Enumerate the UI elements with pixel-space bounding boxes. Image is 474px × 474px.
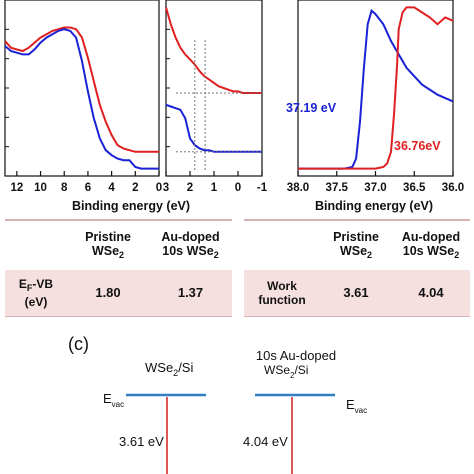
x-tick-label: 37.5	[326, 182, 349, 194]
evac-label-left: Evac	[103, 391, 124, 409]
table-right-value-doped: 4.04	[392, 270, 470, 316]
x-tick-label: 0	[235, 182, 241, 194]
right-sample-title: WSe2/Si	[264, 363, 308, 380]
x-tick-label: 6	[85, 182, 91, 194]
work-function-left-value: 3.61 eV	[119, 434, 164, 449]
x-axis-label-right: Binding energy (eV)	[315, 199, 433, 213]
x-tick-label: 10	[34, 182, 47, 194]
x-tick-label: 12	[10, 182, 23, 194]
x-tick-label: 2	[132, 182, 138, 194]
x-tick-label: 0	[156, 182, 162, 194]
x-tick-label: 1	[211, 182, 218, 194]
annotation-0: 37.19 eV	[286, 101, 337, 115]
x-tick-label: 4	[108, 182, 115, 194]
x-tick-label: 37.0	[364, 182, 386, 194]
series-line-1	[4, 28, 159, 170]
right-sample-title-top: 10s Au-doped	[256, 348, 336, 363]
x-tick-label: 2	[187, 182, 193, 194]
table-right-row-label: Work function	[244, 270, 320, 316]
table-left-col-pristine: Pristine WSe2	[85, 230, 131, 260]
table-right-corner	[244, 222, 320, 270]
table-right-col-pristine: Pristine WSe2	[333, 230, 379, 260]
table-left-corner	[5, 222, 67, 270]
annotation-1: 36.76eV	[394, 139, 441, 153]
series-line-1	[298, 6, 454, 170]
x-tick-label: 8	[61, 182, 68, 194]
x-tick-label: 36.0	[442, 182, 464, 194]
energy-diagram: (c) WSe2/Si 10s Au-doped WSe2/Si Evac Ev…	[68, 334, 367, 474]
table-left-value-pristine: 1.80	[67, 270, 149, 316]
series-line-0	[298, 8, 454, 170]
x-tick-label: -1	[257, 182, 268, 194]
x-tick-label: 36.5	[403, 182, 426, 194]
x-axis-label-left: Binding energy (eV)	[72, 199, 190, 213]
x-tick-label: 3	[163, 182, 169, 194]
table-right: Pristine WSe2 Au-doped 10s WSe2 Work functi…	[244, 222, 470, 316]
panel-b-frame	[165, 0, 263, 177]
x-tick-label: 38.0	[287, 182, 309, 194]
left-sample-title: WSe2/Si	[145, 360, 193, 378]
table-right-col-doped: Au-doped 10s WSe2	[401, 230, 461, 260]
table-left-col-doped: Au-doped 10s WSe2	[161, 230, 220, 260]
panel-c-label: (c)	[68, 334, 89, 354]
series-line-0	[4, 26, 159, 153]
series-line-1	[165, 103, 262, 153]
table-right-value-pristine: 3.61	[320, 270, 392, 316]
evac-label-right: Evac	[346, 397, 367, 415]
work-function-right-value: 4.04 eV	[243, 434, 288, 449]
panel-a-frame	[4, 0, 160, 177]
plot-layer: 12 10 8 6 4 2 0 3 2 1 0 -1 38.0 37.5 37.0 36.5 36.037.19…	[4, 6, 464, 194]
table-left-row-label: EF-VB (eV)	[5, 270, 67, 316]
table-left: Pristine WSe2 Au-doped 10s WSe2 EF-VB (eV) …	[5, 222, 232, 316]
series-line-0	[165, 7, 262, 94]
table-left-value-doped: 1.37	[149, 270, 232, 316]
